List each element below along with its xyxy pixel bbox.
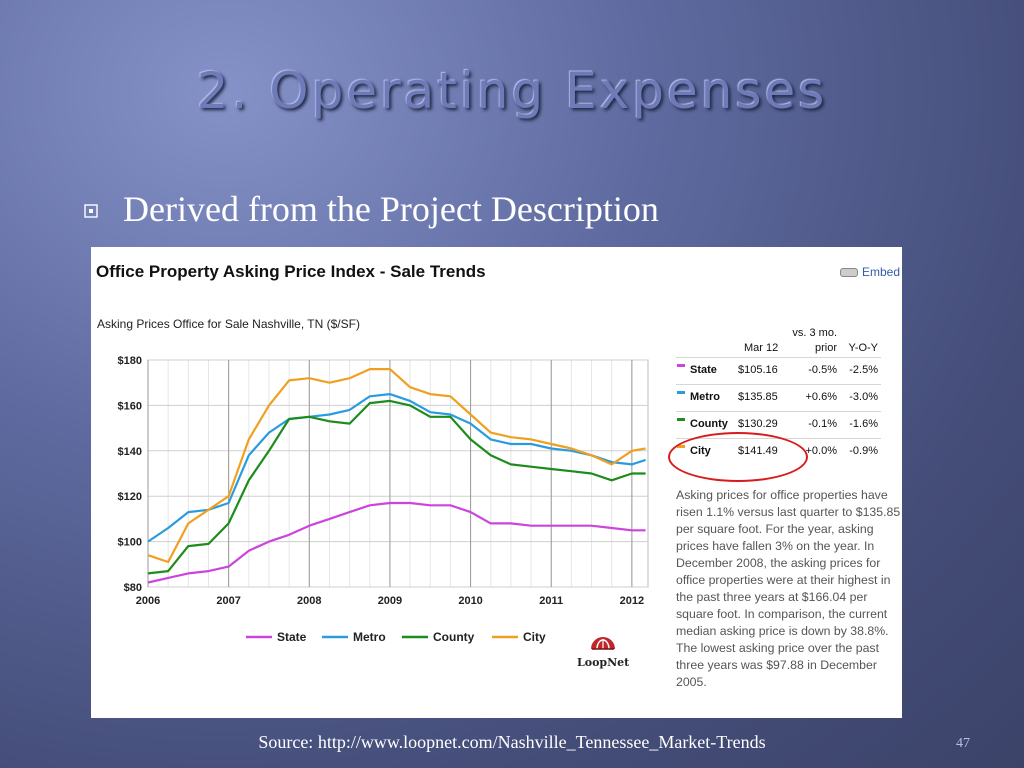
stats-cell-name: County — [690, 418, 728, 430]
stats-row-county: County $130.29 -0.1% -1.6% — [676, 411, 881, 438]
page-number: 47 — [956, 736, 970, 751]
stats-cell-price: $105.16 — [738, 364, 778, 376]
legend-swatch — [677, 418, 685, 421]
stats-row-metro: Metro $135.85 +0.6% -3.0% — [676, 384, 881, 411]
plot-area — [147, 359, 649, 588]
header-yoy: Y-O-Y — [848, 342, 878, 354]
series-line-metro — [147, 393, 646, 543]
series-line-city — [147, 367, 646, 564]
embed-label: Embed — [861, 265, 900, 279]
legend-swatch — [677, 391, 685, 394]
bullet-text: Derived from the Project Description — [123, 189, 659, 229]
line-chart: $80 $100 $120 $140 $160 $180 2006 2007 2008 2009 2… — [118, 355, 649, 644]
x-tick-label: 2006 — [136, 595, 160, 607]
header-chg3-line1: vs. 3 mo. — [792, 327, 837, 339]
stats-cell-yoy: -2.5% — [849, 364, 878, 376]
stats-cell-chg3: +0.0% — [805, 445, 838, 457]
stats-cell-price: $130.29 — [738, 418, 778, 430]
stats-header: Mar 12 vs. 3 mo. prior Y-O-Y — [676, 327, 881, 357]
stats-cell-name: State — [690, 364, 717, 376]
y-tick-label: $80 — [124, 582, 142, 594]
stats-cell-name: Metro — [690, 391, 720, 403]
stats-cell-chg3: +0.6% — [805, 391, 838, 403]
legend-label-county: County — [433, 630, 475, 644]
embed-link[interactable]: Embed — [839, 265, 900, 279]
y-tick-label: $180 — [118, 355, 142, 367]
slide-title: 2. Operating Expenses — [196, 62, 828, 120]
y-tick-label: $160 — [118, 400, 142, 412]
stats-cell-yoy: -0.9% — [849, 445, 878, 457]
square-bullet-icon — [84, 204, 98, 218]
highlight-oval — [668, 432, 808, 482]
panel-title: Office Property Asking Price Index - Sal… — [96, 262, 486, 281]
link-icon — [839, 268, 858, 278]
description-text: Asking prices for office properties have… — [676, 488, 901, 689]
stats-cell-price: $135.85 — [738, 391, 778, 403]
x-tick-label: 2012 — [620, 595, 644, 607]
y-tick-label: $120 — [118, 491, 142, 503]
loopnet-logo: LoopNet — [577, 627, 629, 669]
chart-panel: Office Property Asking Price Index - Sal… — [91, 247, 902, 718]
x-tick-label: 2011 — [539, 595, 563, 607]
header-date: Mar 12 — [744, 342, 779, 354]
stats-cell-yoy: -1.6% — [849, 418, 878, 430]
stats-cell-yoy: -3.0% — [849, 391, 878, 403]
header-chg3-line2: prior — [814, 342, 837, 354]
stats-cell-chg3: -0.5% — [808, 364, 837, 376]
loopnet-logo-icon — [591, 637, 615, 650]
stats-row-state: State $105.16 -0.5% -2.5% — [676, 357, 881, 384]
chart-title: Asking Prices Office for Sale Nashville,… — [97, 317, 360, 331]
y-tick-label: $100 — [118, 537, 142, 549]
legend-label-state: State — [277, 630, 307, 644]
stats-cell-chg3: -0.1% — [808, 418, 837, 430]
series-line-state — [147, 501, 646, 584]
legend-label-metro: Metro — [353, 630, 386, 644]
legend-label-city: City — [523, 630, 546, 644]
logo-text: LoopNet — [577, 656, 630, 669]
x-tick-label: 2010 — [458, 595, 482, 607]
series-line-county — [147, 399, 646, 575]
x-tick-label: 2008 — [297, 595, 321, 607]
source-citation: Source: http://www.loopnet.com/Nashville… — [258, 732, 766, 752]
legend-swatch — [677, 364, 685, 367]
x-tick-label: 2007 — [216, 595, 240, 607]
x-tick-label: 2009 — [378, 595, 402, 607]
y-tick-label: $140 — [118, 446, 142, 458]
